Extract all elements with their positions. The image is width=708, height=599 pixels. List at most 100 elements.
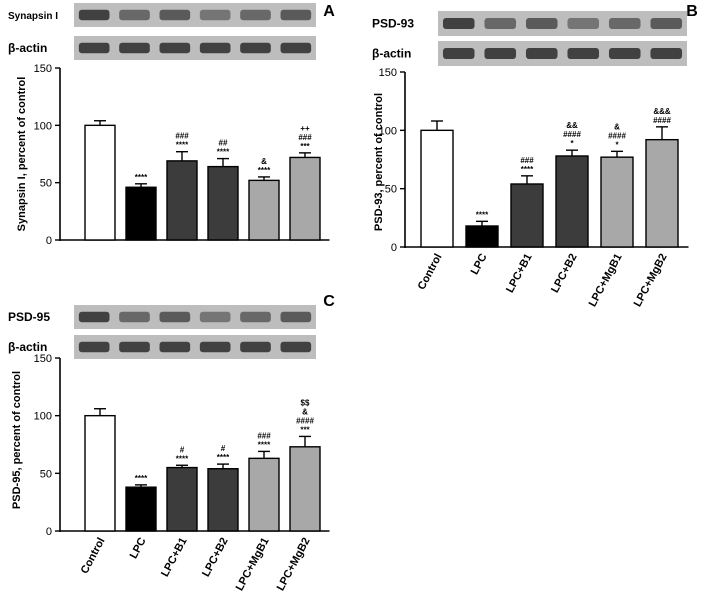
blot-band bbox=[650, 48, 683, 59]
blot-label: PSD-95 bbox=[8, 310, 50, 324]
x-category-label: LPC+MgB1 bbox=[234, 536, 272, 593]
significance-label: ## bbox=[219, 139, 228, 148]
blot-band bbox=[525, 18, 558, 29]
blot-band bbox=[525, 48, 558, 59]
x-category-label: LPC+B1 bbox=[159, 536, 190, 579]
blot-band bbox=[280, 341, 312, 353]
bar bbox=[510, 183, 544, 248]
blot-band bbox=[78, 42, 110, 54]
significance-label: **** bbox=[258, 166, 271, 175]
y-tick-label: 50 bbox=[40, 468, 52, 480]
blot-label: β-actin bbox=[372, 47, 411, 61]
y-tick-label: 0 bbox=[46, 526, 52, 538]
significance-label: #### bbox=[563, 130, 581, 139]
significance-label: **** bbox=[258, 440, 271, 449]
significance-label: ### bbox=[257, 431, 271, 440]
significance-label: * bbox=[615, 140, 619, 149]
significance-label: ### bbox=[175, 132, 189, 141]
y-tick-label: 0 bbox=[391, 242, 397, 254]
y-tick-label: 0 bbox=[46, 235, 52, 247]
y-tick-label: 50 bbox=[40, 178, 52, 190]
blot-band bbox=[280, 9, 312, 21]
blot-band bbox=[119, 311, 150, 323]
significance-label: #### bbox=[653, 116, 671, 125]
x-category-label: LPC bbox=[469, 252, 490, 277]
bar bbox=[84, 124, 116, 241]
significance-label: # bbox=[221, 444, 226, 453]
y-tick-label: 150 bbox=[379, 67, 397, 79]
blot-background bbox=[438, 41, 687, 66]
significance-label: **** bbox=[176, 454, 189, 463]
significance-label: ### bbox=[520, 156, 534, 165]
significance-label: *** bbox=[300, 142, 310, 151]
blot-band bbox=[159, 42, 191, 54]
significance-label: & bbox=[614, 122, 620, 131]
blot-band bbox=[159, 9, 191, 21]
y-tick-label: 50 bbox=[385, 184, 397, 196]
y-tick-label: 100 bbox=[34, 411, 52, 423]
significance-label: **** bbox=[217, 453, 230, 462]
significance-label: **** bbox=[521, 165, 534, 174]
significance-label: *** bbox=[300, 425, 310, 434]
y-axis-label: PSD-93, percent of control bbox=[373, 93, 385, 231]
blot-band bbox=[608, 18, 641, 29]
panel-letter: A bbox=[323, 3, 335, 20]
bar bbox=[555, 155, 589, 248]
blot-band bbox=[650, 18, 683, 29]
bar bbox=[125, 186, 157, 241]
y-tick-label: 150 bbox=[34, 353, 52, 365]
x-category-label: LPC+MgB1 bbox=[587, 252, 625, 309]
blot-label: Synapsin I bbox=[8, 11, 58, 22]
panel-c: C PSD-95 β-actin 0 50 100 150 PSD-95, percent o… bbox=[8, 293, 335, 593]
x-category-label: Control bbox=[416, 252, 445, 292]
y-axis-label: Synapsin I, percent of control bbox=[16, 77, 28, 232]
blot-band bbox=[442, 18, 475, 29]
significance-label: & bbox=[261, 157, 267, 166]
blot-band bbox=[119, 42, 150, 54]
bar bbox=[248, 457, 280, 532]
blot-label: PSD-93 bbox=[372, 17, 414, 31]
significance-label: **** bbox=[217, 148, 230, 157]
y-tick-label: 100 bbox=[379, 125, 397, 137]
y-tick-label: 150 bbox=[34, 63, 52, 75]
blot-band bbox=[240, 341, 271, 353]
bar bbox=[125, 486, 157, 532]
significance-label: * bbox=[570, 139, 574, 148]
bar bbox=[248, 179, 280, 241]
significance-label: $$ bbox=[301, 398, 310, 407]
bar bbox=[166, 466, 198, 532]
significance-label: ++ bbox=[300, 124, 310, 133]
y-tick-label: 100 bbox=[34, 120, 52, 132]
significance-label: #### bbox=[296, 416, 314, 425]
bar bbox=[289, 156, 321, 241]
bar bbox=[289, 446, 321, 532]
blot-band bbox=[199, 311, 231, 323]
blot-label: β-actin bbox=[8, 41, 47, 55]
blot-band bbox=[567, 18, 600, 29]
significance-label: &&& bbox=[653, 107, 671, 116]
blot-band bbox=[159, 341, 191, 353]
bar bbox=[465, 225, 499, 248]
significance-label: **** bbox=[476, 210, 489, 219]
panel-b: B PSD-93 β-actin 0 50 100 150 PSD-93, percent o… bbox=[372, 3, 698, 309]
panel-a: A Synapsin I β-actin 0 50 100 150 Synapsin I, p… bbox=[8, 3, 335, 247]
x-category-label: LPC+MgB2 bbox=[632, 252, 670, 309]
bar bbox=[645, 138, 679, 248]
panel-letter: B bbox=[686, 3, 698, 20]
bar bbox=[166, 160, 198, 241]
significance-label: **** bbox=[135, 173, 148, 182]
blot-band bbox=[119, 341, 150, 353]
blot-background bbox=[74, 3, 316, 27]
blot-band bbox=[159, 311, 191, 323]
blot-band bbox=[199, 42, 231, 54]
blot-band bbox=[240, 9, 271, 21]
blot-background bbox=[438, 11, 687, 36]
blot-band bbox=[199, 341, 231, 353]
blot-band bbox=[280, 311, 312, 323]
x-category-label: LPC bbox=[128, 536, 149, 561]
blot-band bbox=[240, 311, 271, 323]
panel-letter: C bbox=[323, 293, 335, 310]
significance-label: ### bbox=[298, 133, 312, 142]
